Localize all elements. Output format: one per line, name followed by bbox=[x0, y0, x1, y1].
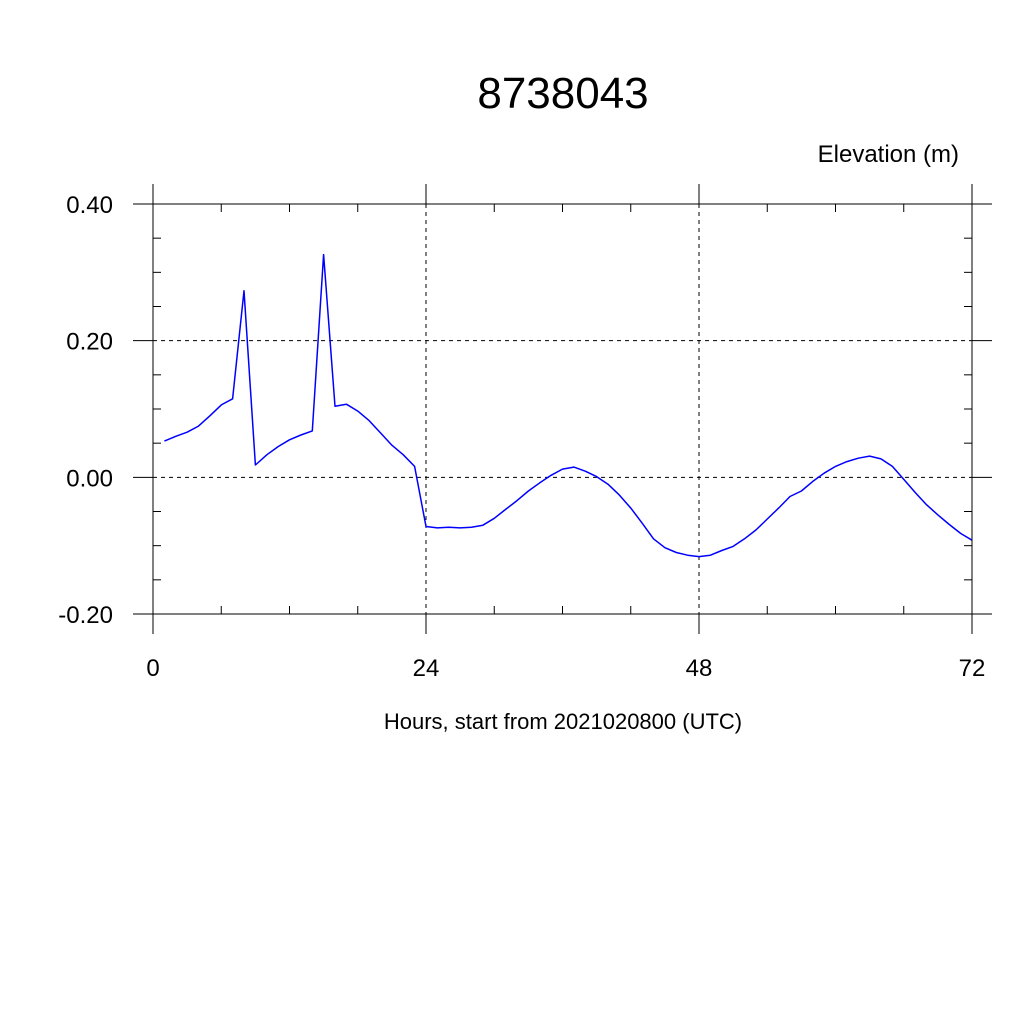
y-tick-label: 0.20 bbox=[66, 329, 113, 356]
x-tick-label: 0 bbox=[146, 655, 159, 682]
series-line bbox=[164, 253, 973, 558]
x-tick-label: 24 bbox=[413, 655, 440, 682]
tick-labels: 0 24 48 72 -0.20 0.00 0.20 0.40 bbox=[58, 192, 985, 682]
grid-lines bbox=[152, 203, 973, 615]
x-axis-label: Hours, start from 2021020800 (UTC) bbox=[384, 709, 742, 734]
series-layer bbox=[164, 253, 973, 558]
x-tick-label: 48 bbox=[686, 655, 713, 682]
y-tick-label: 0.40 bbox=[66, 192, 113, 219]
y-tick-label: -0.20 bbox=[58, 602, 113, 629]
axis-ticks bbox=[133, 184, 992, 634]
x-tick-label: 72 bbox=[959, 655, 986, 682]
y-axis-label: Elevation (m) bbox=[818, 141, 959, 168]
chart-title: 8738043 bbox=[477, 69, 648, 118]
y-tick-label: 0.00 bbox=[66, 465, 113, 492]
plot-frame bbox=[152, 203, 973, 615]
